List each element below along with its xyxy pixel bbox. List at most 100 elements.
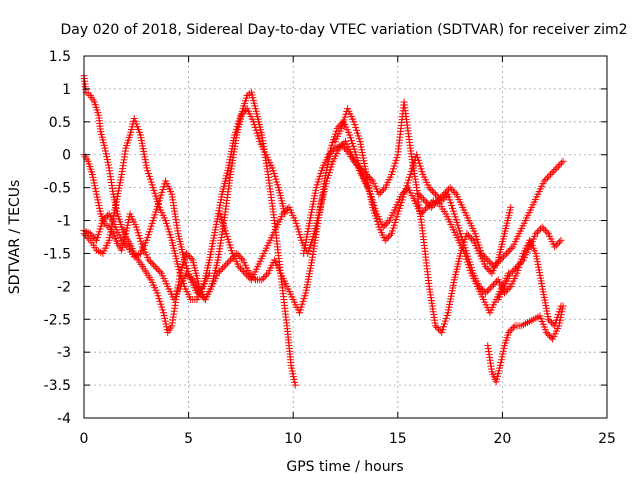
plus-marker — [193, 289, 201, 297]
plus-marker — [540, 225, 548, 233]
plus-marker — [542, 175, 550, 183]
plus-marker — [508, 268, 516, 276]
plus-marker — [219, 264, 227, 272]
plus-marker — [468, 235, 476, 243]
x-tick-label: 15 — [389, 431, 407, 447]
plus-marker — [499, 253, 507, 261]
plus-marker — [483, 264, 491, 272]
series-track-3 — [80, 105, 289, 304]
plus-marker — [451, 189, 459, 197]
plus-marker — [441, 189, 449, 197]
plus-marker — [198, 284, 206, 292]
plus-marker — [350, 157, 358, 165]
plus-marker — [435, 195, 443, 203]
plus-marker — [504, 286, 512, 294]
plus-marker — [449, 187, 457, 195]
plus-marker — [367, 175, 375, 183]
plus-marker — [485, 258, 493, 266]
plus-marker — [187, 274, 195, 282]
plus-marker — [552, 241, 560, 249]
y-tick-label: -1 — [57, 214, 71, 230]
plus-marker — [118, 236, 126, 244]
plus-marker — [513, 263, 521, 271]
plus-marker — [102, 213, 110, 221]
plus-marker — [100, 215, 108, 223]
plus-marker — [238, 110, 246, 118]
plus-marker — [384, 218, 392, 226]
plus-marker — [485, 266, 493, 274]
plus-marker — [356, 164, 364, 172]
chart-title: Day 020 of 2018, Sidereal Day-to-day VTE… — [61, 22, 628, 38]
plus-marker — [261, 272, 269, 280]
y-tick-labels: 1.5 1 0.5 0 -0.5 -1 -1.5 -2 -2.5 -3 -3.5 -4 — [44, 49, 71, 427]
plus-marker — [551, 166, 559, 174]
plus-marker — [550, 167, 558, 175]
plus-marker — [225, 258, 233, 266]
plus-marker — [543, 174, 551, 182]
plus-marker — [485, 286, 493, 294]
plus-marker — [511, 264, 519, 272]
plus-marker — [196, 286, 204, 294]
plus-marker — [217, 266, 225, 274]
plus-marker — [498, 254, 506, 262]
plus-marker — [506, 246, 514, 254]
y-tick-label: -2 — [57, 279, 71, 295]
plus-marker — [433, 324, 441, 331]
y-tick-label: 0 — [62, 148, 71, 164]
plus-marker — [375, 190, 383, 198]
x-tick-label: 10 — [284, 431, 302, 447]
plus-marker — [483, 287, 491, 295]
plus-marker — [507, 203, 515, 211]
plus-marker — [325, 151, 333, 159]
plus-marker — [119, 238, 127, 246]
plus-marker — [544, 315, 552, 323]
plus-marker — [214, 269, 222, 277]
plus-marker — [83, 233, 91, 241]
plus-marker — [554, 240, 562, 248]
plus-marker — [432, 198, 440, 206]
plus-marker — [358, 166, 366, 174]
plus-marker — [122, 241, 130, 249]
plus-marker — [477, 284, 485, 292]
plus-marker — [546, 317, 554, 325]
plus-marker — [555, 238, 563, 246]
plus-marker — [235, 263, 243, 271]
plus-marker — [545, 332, 553, 340]
plus-marker — [351, 159, 359, 167]
plus-marker — [339, 143, 347, 150]
plus-marker — [548, 169, 556, 177]
plus-marker — [183, 249, 191, 257]
series-track-4 — [80, 177, 214, 297]
plus-marker — [425, 184, 433, 192]
plus-marker — [431, 322, 439, 330]
plus-marker — [244, 272, 252, 280]
plus-marker — [381, 221, 389, 229]
y-axis-label: SDTVAR / TECUs — [7, 180, 23, 295]
plus-marker — [496, 256, 504, 264]
plus-marker — [540, 177, 548, 185]
plus-marker — [99, 217, 107, 225]
series-track-5 — [216, 138, 513, 317]
plus-marker — [479, 286, 487, 294]
axis-ticks — [83, 55, 608, 419]
plus-marker — [223, 259, 231, 267]
plus-marker — [282, 207, 290, 215]
plus-marker — [226, 256, 234, 264]
plus-marker — [328, 147, 336, 155]
plus-marker — [86, 230, 94, 238]
y-tick-label: -4 — [57, 411, 71, 427]
plus-marker — [355, 162, 363, 170]
series-track-8 — [415, 157, 567, 271]
plus-marker — [206, 269, 214, 277]
plus-marker — [431, 190, 439, 198]
plus-marker — [427, 185, 435, 193]
plus-marker — [378, 187, 386, 195]
plus-marker — [486, 284, 494, 292]
plus-marker — [544, 330, 552, 338]
plus-marker — [490, 281, 498, 289]
plus-marker — [329, 146, 337, 154]
data-markers — [80, 72, 567, 389]
y-tick-label: -0.5 — [44, 181, 71, 197]
y-tick-label: 1 — [62, 82, 71, 98]
plus-marker — [541, 226, 549, 234]
